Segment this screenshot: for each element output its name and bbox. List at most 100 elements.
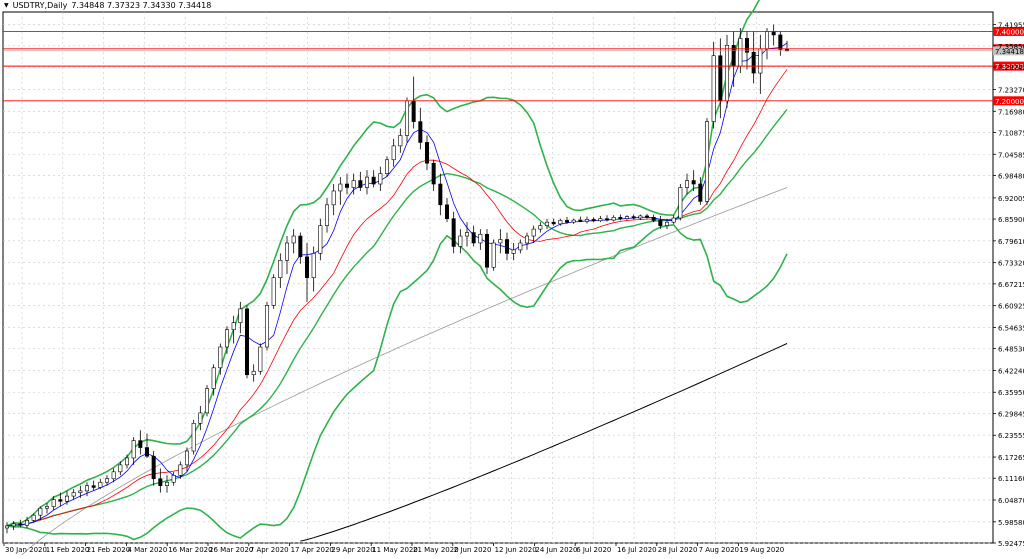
candle-body-bear	[418, 121, 423, 143]
candle	[231, 315, 236, 344]
candle-body-bear	[451, 218, 456, 247]
candle	[165, 475, 170, 493]
candle-body-bear	[504, 239, 509, 254]
candle	[38, 506, 43, 521]
candle-body-bull	[205, 388, 210, 414]
candle-body-bear	[751, 51, 756, 74]
candle-body-bear	[578, 219, 583, 222]
candle-body-bull	[571, 219, 576, 223]
candle-body-bear	[691, 180, 696, 185]
candle	[44, 503, 49, 514]
candle-body-bear	[771, 31, 776, 36]
price-tick-label: 6.73320	[998, 260, 1024, 268]
candle	[491, 239, 496, 271]
candle	[338, 177, 343, 205]
current-price-label: 7.34418	[995, 48, 1024, 56]
candle-body-bull	[5, 525, 10, 529]
candle-body-bull	[211, 367, 216, 389]
price-tick-label: 6.98480	[998, 172, 1024, 180]
candle-body-bear	[158, 478, 163, 486]
time-tick-label: 28 Jul 2020	[658, 546, 698, 554]
candle	[564, 216, 569, 224]
candle-body-bull	[378, 173, 383, 185]
candle-body-bull	[231, 322, 236, 330]
time-tick-label: 26 Mar 2020	[209, 546, 253, 554]
candle-body-bear	[58, 499, 63, 502]
candle	[205, 385, 210, 417]
candle-body-bull	[338, 183, 343, 192]
candle	[451, 211, 456, 254]
candle-body-bull	[611, 217, 616, 221]
symbol-timeframe: USDTRY,Daily	[12, 1, 68, 10]
bollinger-upper-line	[6, 0, 761, 527]
price-tick-label: 6.79610	[998, 238, 1024, 246]
bollinger-lower-line	[6, 223, 788, 541]
candle-body-bull	[51, 499, 56, 507]
candle	[351, 173, 356, 195]
candle-body-bull	[24, 520, 29, 526]
candle	[225, 326, 230, 354]
candle	[65, 490, 70, 505]
plot-frame	[2, 11, 994, 544]
time-tick-label: 16 Mar 2020	[168, 546, 212, 554]
candle	[618, 214, 623, 221]
level-label-box	[993, 26, 1024, 36]
caret-down-icon[interactable]: ▼	[4, 2, 9, 9]
candle-body-bull	[185, 450, 190, 466]
candle	[431, 159, 436, 191]
candle	[331, 184, 336, 216]
candle-body-bull	[238, 308, 243, 324]
candle	[218, 343, 223, 375]
candle-body-bear	[411, 100, 416, 122]
candle	[145, 433, 150, 458]
candle-body-bull	[78, 490, 83, 493]
time-tick-label: 29 Apr 2020	[331, 546, 374, 554]
candle	[558, 218, 563, 226]
candle	[604, 215, 609, 222]
candle-body-bear	[424, 142, 429, 164]
candle	[284, 236, 289, 275]
indicators	[6, 0, 788, 559]
candle	[411, 76, 416, 129]
candle	[71, 489, 76, 500]
candle	[598, 215, 603, 223]
candle-body-bull	[291, 235, 296, 244]
candle-body-bear	[651, 217, 656, 221]
candle-body-bull	[711, 55, 716, 122]
candle-body-bear	[371, 176, 376, 185]
candle	[111, 468, 116, 483]
time-tick-label: 6 Jul 2020	[576, 546, 611, 554]
time-tick-label: 30 Jan 2020	[5, 546, 47, 554]
candle	[418, 107, 423, 150]
candle	[198, 405, 203, 431]
time-tick-label: 24 Jun 2020	[535, 546, 577, 554]
candle-body-bull	[225, 329, 230, 348]
candle-body-bull	[71, 492, 76, 497]
ma-long-line	[300, 343, 788, 542]
candle-body-bull	[351, 180, 356, 188]
candle	[524, 232, 529, 250]
candle-body-bear	[431, 162, 436, 185]
candle	[464, 222, 469, 247]
candle-body-bull	[311, 253, 316, 278]
candle-body-bear	[138, 440, 143, 448]
candle	[678, 184, 683, 221]
candle	[778, 31, 783, 56]
candle-body-bear	[631, 216, 636, 219]
candle-body-bear	[18, 523, 23, 526]
candle-body-bull	[538, 225, 543, 230]
candle	[531, 225, 536, 243]
candle-body-bull	[758, 48, 763, 74]
price-tick-label: 6.48530	[998, 346, 1024, 354]
price-tick-label: 7.04585	[998, 151, 1024, 159]
candle-body-bear	[304, 256, 309, 278]
candle	[211, 364, 216, 396]
candle	[444, 197, 449, 223]
price-tick-label: 5.98580	[998, 519, 1024, 527]
candle-body-bull	[251, 370, 256, 376]
price-tick-label: 7.16980	[998, 108, 1024, 116]
